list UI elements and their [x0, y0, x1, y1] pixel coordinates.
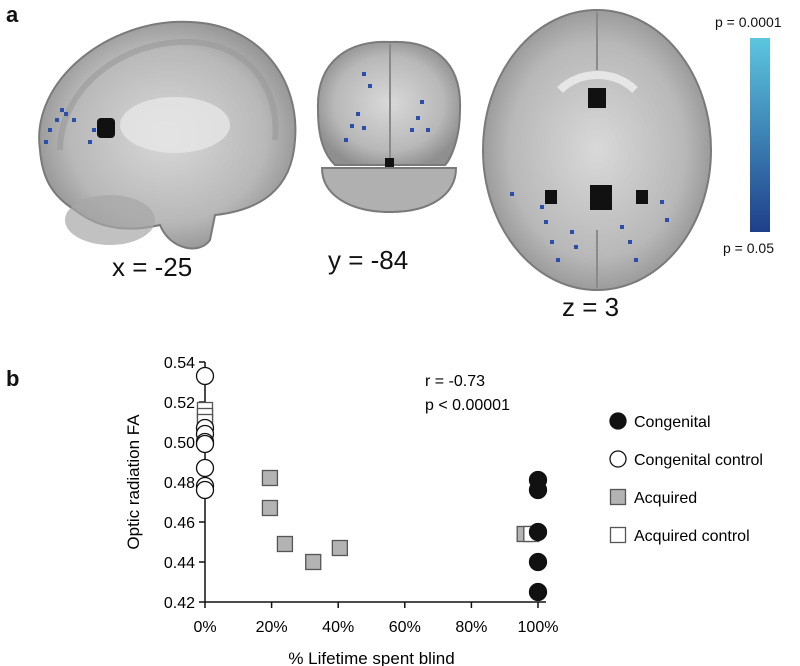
axial-coord-label: z = 3 — [562, 292, 620, 322]
congenital-control-point — [195, 434, 215, 454]
x-tick-label: 60% — [389, 619, 421, 636]
y-tick-label: 0.50 — [164, 435, 195, 452]
y-tick-label: 0.48 — [164, 475, 195, 492]
x-axis-label: % Lifetime spent blind — [288, 649, 454, 666]
panel-b-label: b — [6, 366, 20, 391]
acquired-point — [331, 539, 349, 557]
axial-slice — [482, 9, 712, 291]
chart-legend: Congenital Congenital control Acquired Acqu… — [609, 412, 763, 545]
legend-congenital-label: Congenital — [634, 414, 711, 431]
colorbar-bottom-label: p = 0.05 — [723, 240, 774, 256]
acquired-point — [276, 535, 294, 553]
coronal-slice — [316, 40, 462, 214]
x-tick-label: 100% — [518, 619, 559, 636]
y-axis-label: Optic radiation FA — [124, 414, 143, 550]
legend-acquired-control-label: Acquired control — [634, 528, 750, 545]
x-tick-label: 40% — [322, 619, 354, 636]
panel-a-label: a — [6, 2, 19, 27]
sagittal-slice — [38, 20, 297, 250]
y-tick-label: 0.52 — [164, 395, 195, 412]
chart-axes: 0.42 0.44 0.46 0.48 0.50 0.52 0.54 0% 20% 40% 60% 8… — [124, 355, 558, 666]
congenital-point — [528, 552, 548, 572]
acquired-point — [261, 469, 279, 487]
congenital-control-point — [195, 458, 215, 478]
y-tick-label: 0.54 — [164, 355, 195, 372]
brain-slices — [38, 9, 770, 291]
congenital-point — [528, 582, 548, 602]
scatter-chart: 0.42 0.44 0.46 0.48 0.50 0.52 0.54 0% 20% 40% 60% 8… — [124, 355, 763, 666]
stat-r: r = -0.73 — [425, 373, 485, 390]
y-tick-label: 0.42 — [164, 595, 195, 612]
colorbar-top-label: p = 0.0001 — [715, 14, 782, 30]
legend-acquired-control-marker — [609, 526, 627, 544]
congenital-point — [528, 480, 548, 500]
legend-congenital-control-label: Congenital control — [634, 452, 763, 469]
x-tick-label: 20% — [256, 619, 288, 636]
sagittal-coord-label: x = -25 — [112, 252, 193, 282]
stat-p: p < 0.00001 — [425, 397, 510, 414]
x-tick-label: 0% — [193, 619, 216, 636]
congenital-control-point — [195, 366, 215, 386]
acquired-point — [261, 499, 279, 517]
acquired-point — [305, 553, 322, 571]
colorbar — [750, 38, 770, 232]
legend-congenital-marker — [609, 412, 627, 430]
y-tick-label: 0.44 — [164, 555, 195, 572]
coronal-coord-label: y = -84 — [328, 245, 409, 275]
chart-marks — [195, 366, 548, 602]
legend-acquired-marker — [609, 488, 627, 506]
x-tick-label: 80% — [455, 619, 487, 636]
congenital-control-point — [195, 480, 215, 500]
legend-congenital-control-marker — [609, 450, 627, 468]
y-tick-label: 0.46 — [164, 515, 195, 532]
legend-acquired-label: Acquired — [634, 490, 697, 507]
congenital-point — [528, 522, 548, 542]
